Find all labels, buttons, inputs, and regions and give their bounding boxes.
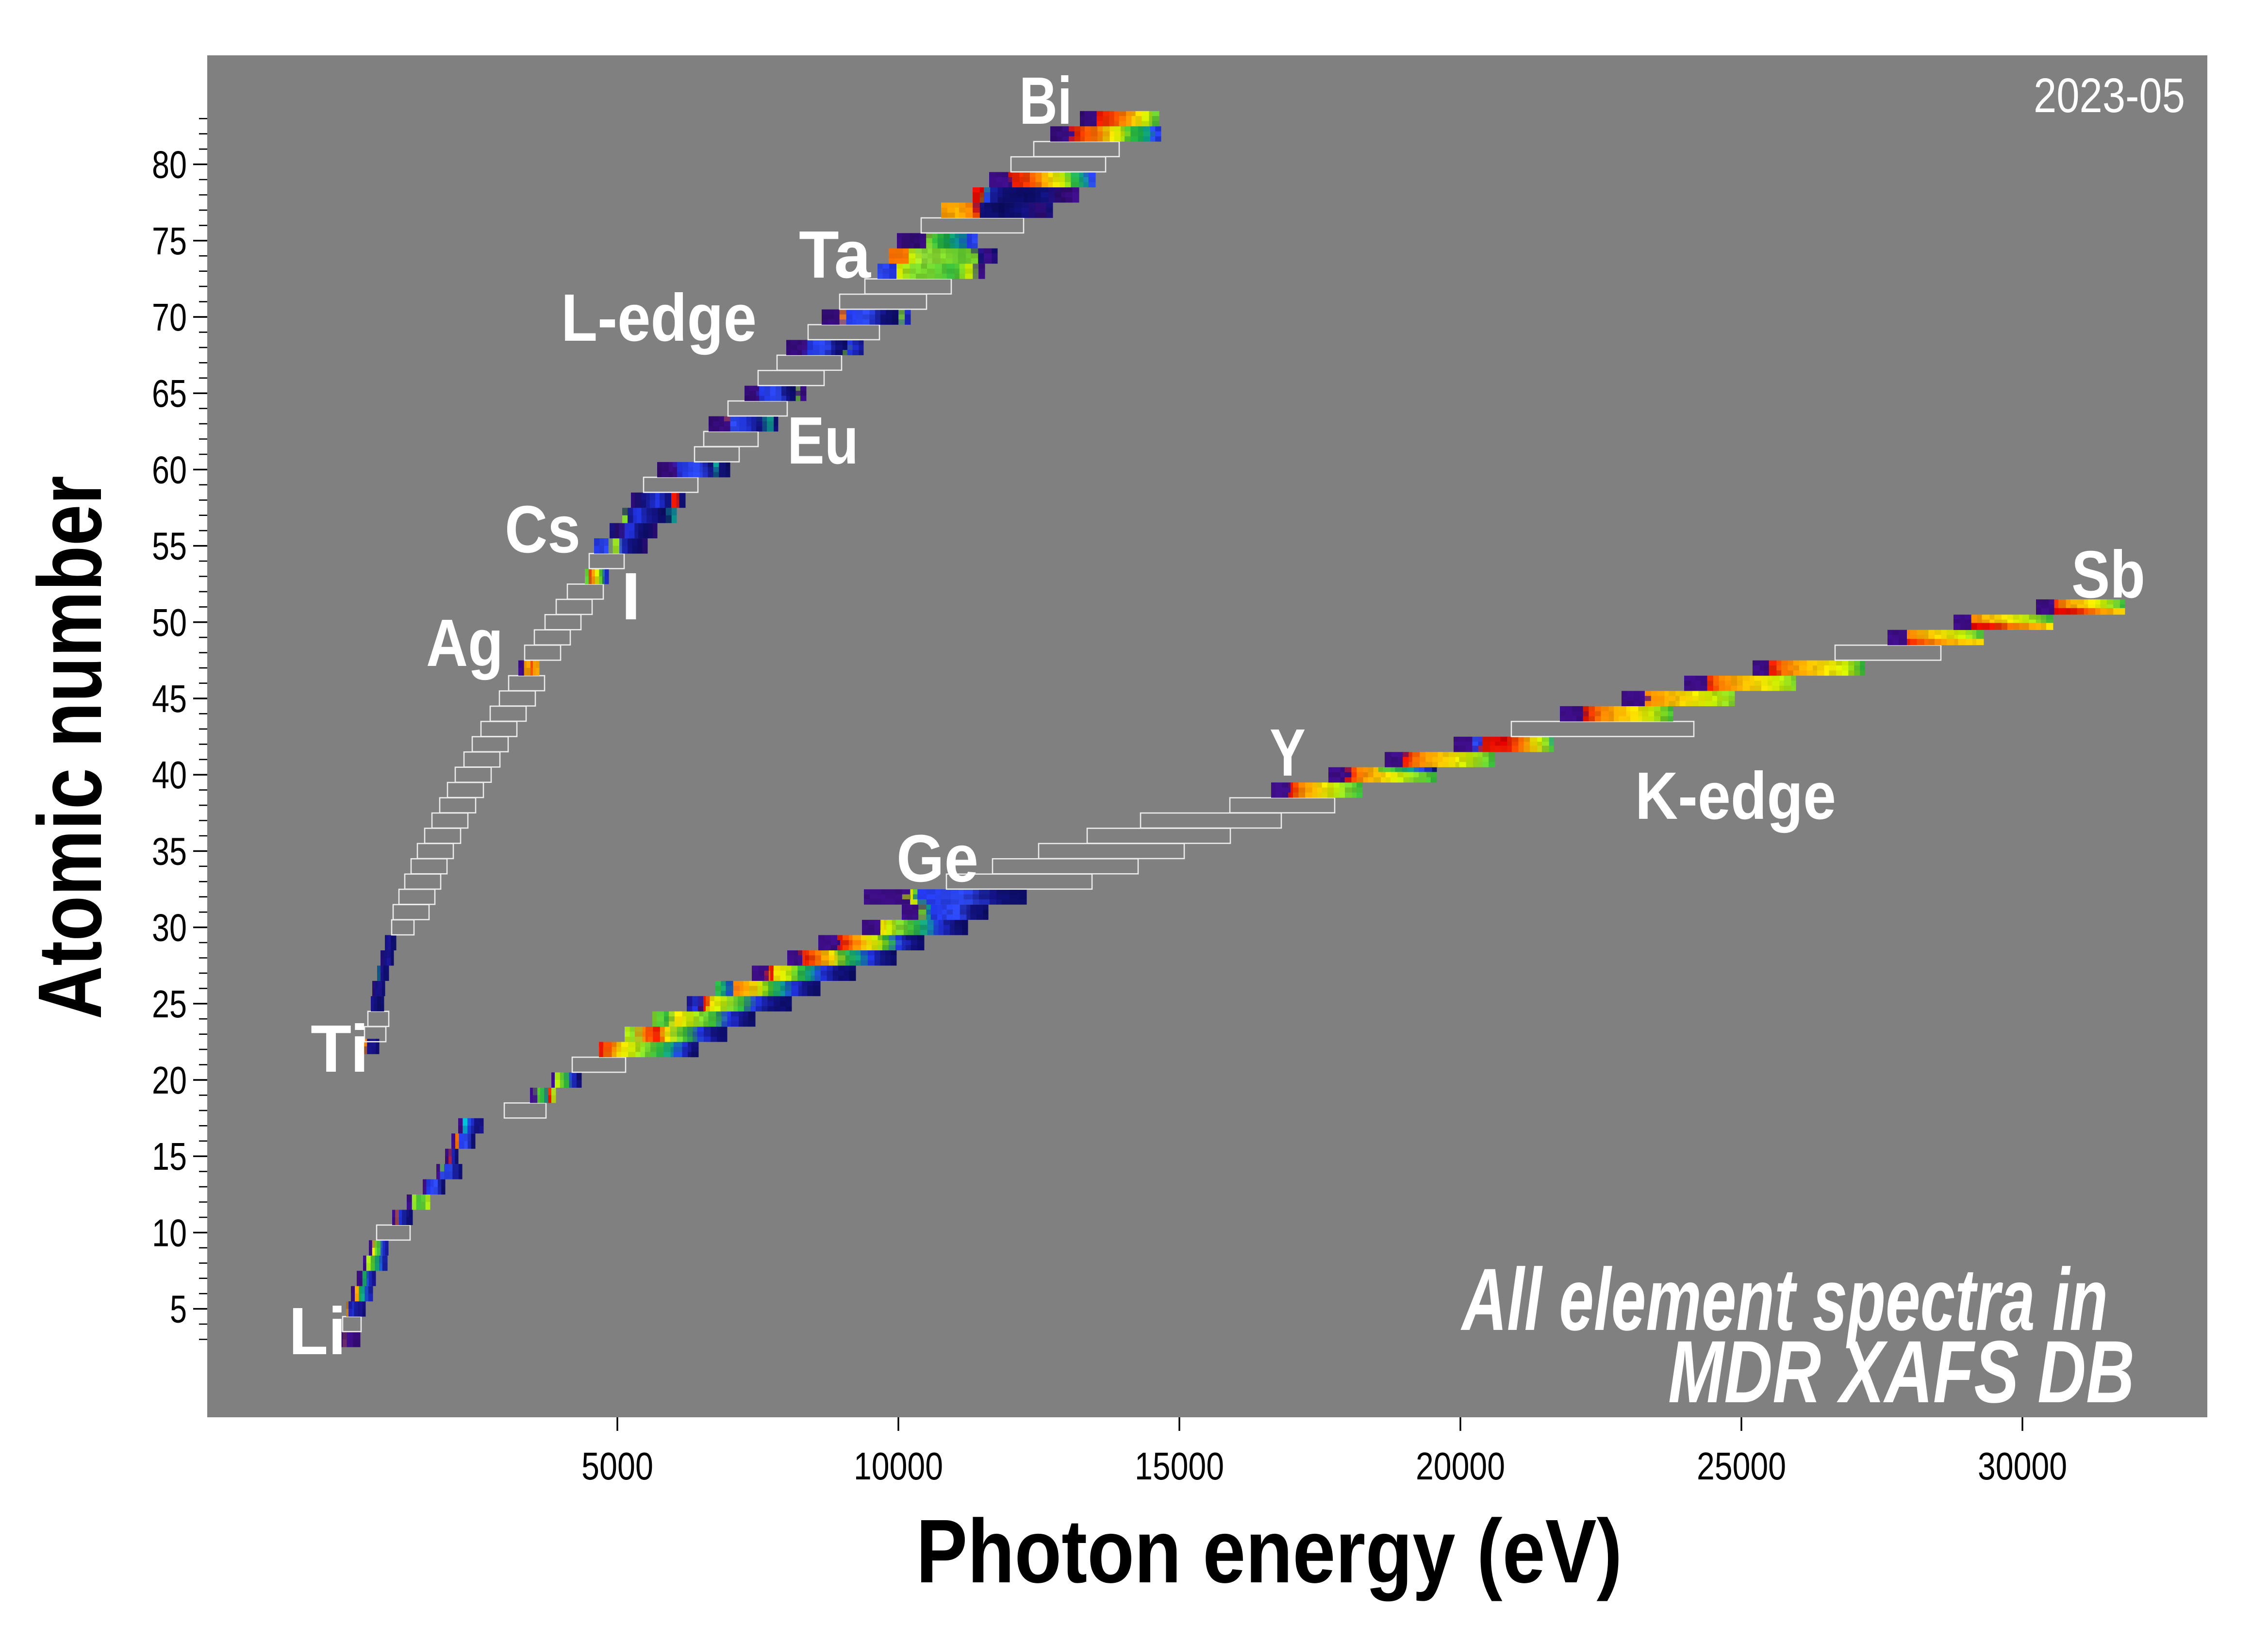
svg-text:Ge: Ge — [896, 821, 978, 896]
svg-text:5: 5 — [170, 1288, 187, 1331]
svg-text:10000: 10000 — [854, 1444, 943, 1488]
svg-text:40: 40 — [152, 753, 187, 796]
svg-text:Y: Y — [1270, 715, 1306, 790]
svg-text:Sb: Sb — [2071, 537, 2145, 612]
svg-text:Ti: Ti — [311, 1012, 369, 1086]
svg-text:Ag: Ag — [426, 606, 503, 680]
svg-text:Atomic number: Atomic number — [20, 476, 120, 1019]
svg-text:Eu: Eu — [787, 403, 859, 478]
svg-text:15: 15 — [152, 1135, 187, 1178]
svg-text:35: 35 — [152, 830, 187, 873]
svg-text:Ta: Ta — [799, 217, 871, 292]
svg-text:All element spectra in: All element spectra in — [1460, 1250, 2108, 1349]
svg-text:5000: 5000 — [581, 1444, 653, 1488]
svg-text:2023-05: 2023-05 — [2034, 68, 2185, 123]
svg-text:65: 65 — [152, 372, 187, 415]
svg-text:MDR XAFS DB: MDR XAFS DB — [1668, 1322, 2135, 1421]
svg-text:Cs: Cs — [505, 492, 580, 567]
svg-text:30000: 30000 — [1978, 1444, 2067, 1488]
svg-text:55: 55 — [152, 525, 187, 568]
svg-text:15000: 15000 — [1135, 1444, 1224, 1488]
svg-text:20: 20 — [152, 1059, 187, 1102]
svg-text:45: 45 — [152, 677, 187, 720]
svg-text:20000: 20000 — [1416, 1444, 1505, 1488]
svg-text:80: 80 — [152, 143, 187, 186]
svg-text:25: 25 — [152, 982, 187, 1026]
svg-text:10: 10 — [152, 1211, 187, 1254]
svg-text:Photon energy (eV): Photon energy (eV) — [916, 1501, 1622, 1602]
svg-text:K-edge: K-edge — [1635, 759, 1836, 833]
svg-text:75: 75 — [152, 219, 187, 263]
svg-text:Bi: Bi — [1019, 64, 1072, 138]
svg-text:Li: Li — [289, 1294, 346, 1369]
svg-text:25000: 25000 — [1697, 1444, 1786, 1488]
svg-text:70: 70 — [152, 296, 187, 339]
svg-text:50: 50 — [152, 601, 187, 644]
svg-text:L-edge: L-edge — [561, 281, 757, 355]
svg-text:60: 60 — [152, 448, 187, 491]
svg-text:I: I — [621, 559, 641, 634]
svg-text:30: 30 — [152, 906, 187, 949]
